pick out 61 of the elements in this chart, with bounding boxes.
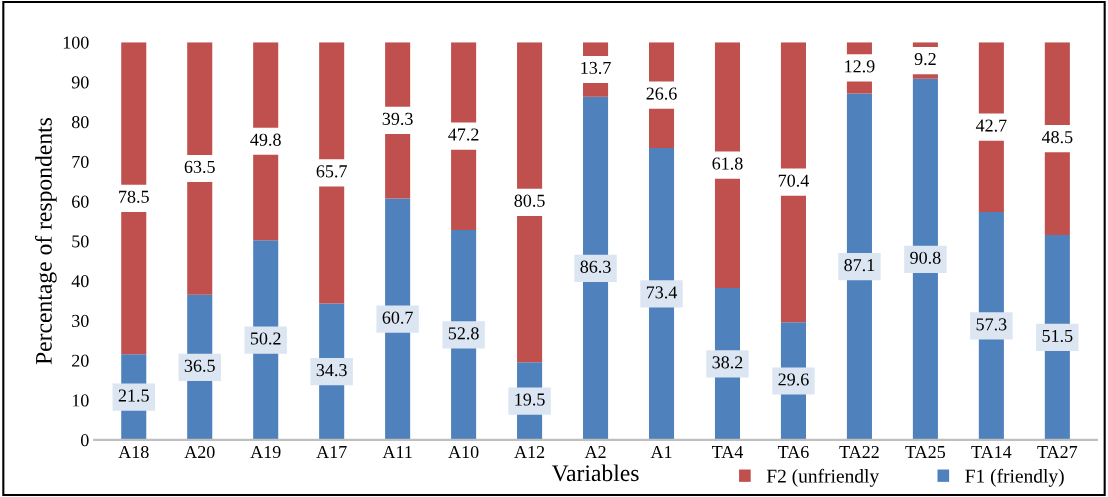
y-tick-label: 90 (71, 76, 89, 89)
y-tick-label: 80 (71, 116, 89, 129)
x-tick-label: TA27 (1037, 445, 1078, 458)
x-tick-label: A17 (316, 446, 347, 458)
x-tick-label: TA4 (711, 446, 744, 458)
y-axis-title: Percentage of respondents (34, 117, 57, 365)
data-label: 78.5 (119, 190, 149, 203)
data-label: 48.5 (1041, 131, 1073, 144)
legend-label: F1 (friendly) (965, 468, 1064, 487)
y-tick-label: 30 (72, 314, 89, 328)
data-label: 70.4 (778, 174, 809, 187)
legend-label: F2 (unfriendly (766, 468, 880, 487)
data-label: 42.7 (975, 119, 1007, 132)
x-axis-title: Variables (551, 464, 639, 482)
x-tick-label: TA25 (905, 445, 946, 459)
data-label: 39.3 (382, 112, 413, 125)
data-label: 26.6 (646, 87, 677, 100)
data-label: 87.1 (844, 259, 875, 272)
data-label: 61.8 (712, 157, 743, 170)
x-tick-label: A2 (584, 445, 606, 458)
x-tick-label: TA22 (839, 445, 879, 458)
x-tick-label: TA6 (777, 445, 809, 459)
data-label: 73.4 (646, 286, 678, 299)
data-label: 12.9 (845, 60, 875, 73)
y-tick-label: 40 (71, 275, 89, 288)
data-label: 51.5 (1042, 329, 1073, 343)
data-label: 63.5 (184, 160, 215, 174)
data-label: 60.7 (382, 311, 413, 324)
data-label: 29.6 (778, 373, 809, 386)
x-tick-label: A19 (250, 445, 281, 459)
data-label: 65.7 (316, 165, 347, 178)
x-tick-label: A11 (382, 446, 412, 458)
data-label: 80.5 (514, 194, 545, 207)
y-tick-label: 50 (72, 235, 89, 248)
data-label: 9.2 (914, 52, 936, 66)
data-label: 38.2 (712, 356, 743, 369)
bar (121, 42, 147, 355)
y-tick-label: 60 (72, 195, 89, 208)
y-tick-label: 100 (63, 36, 89, 49)
y-tick-label: 0 (80, 434, 89, 447)
x-tick-label: A10 (448, 445, 479, 459)
x-tick-label: TA14 (971, 446, 1012, 458)
data-label: 21.5 (118, 389, 149, 402)
data-label: 36.5 (184, 359, 215, 372)
data-label: 86.3 (580, 260, 611, 273)
data-label: 49.8 (250, 133, 281, 146)
data-label: 47.2 (448, 128, 479, 141)
data-label: 13.7 (581, 61, 611, 75)
x-tick-label: A18 (118, 445, 149, 459)
y-tick-label: 20 (72, 354, 89, 367)
data-label: 52.8 (448, 327, 479, 340)
x-tick-label: A12 (514, 445, 545, 458)
data-label: 50.2 (250, 332, 281, 345)
y-tick-label: 70 (72, 155, 89, 168)
y-tick-label: 10 (72, 394, 89, 407)
data-label: 57.3 (976, 318, 1007, 331)
data-label: 34.3 (316, 364, 347, 377)
x-tick-label: A1 (650, 446, 672, 458)
data-label: 19.5 (515, 393, 545, 406)
x-tick-label: A20 (184, 445, 215, 459)
data-label: 90.8 (910, 251, 941, 264)
